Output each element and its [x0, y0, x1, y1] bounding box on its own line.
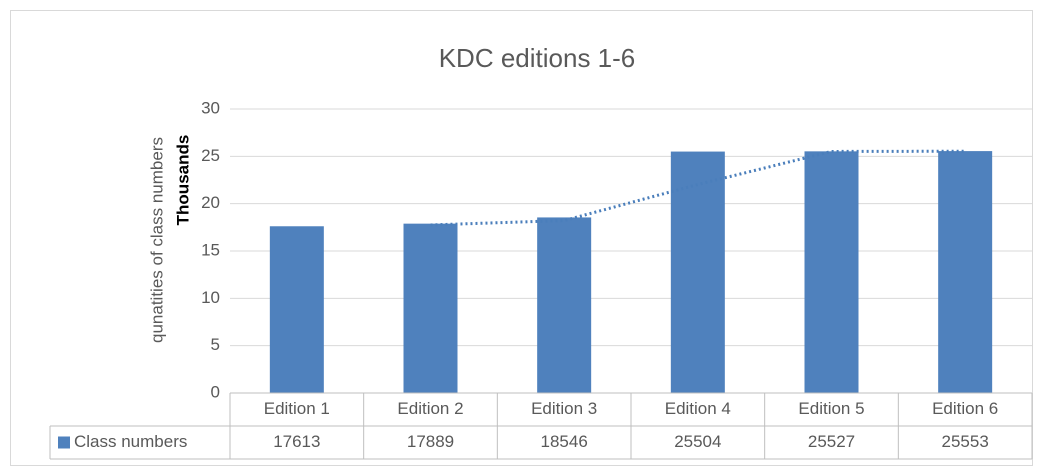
chart-title: KDC editions 1-6 — [439, 43, 636, 73]
table-value: 25527 — [808, 432, 855, 451]
y-tick-label: 5 — [211, 335, 220, 354]
y-tick-label: 20 — [201, 193, 220, 212]
bar — [403, 223, 458, 393]
x-tick-label: Edition 3 — [531, 399, 597, 418]
table-value: 18546 — [541, 432, 588, 451]
x-tick-label: Edition 2 — [397, 399, 463, 418]
display-unit: Thousands — [173, 135, 192, 226]
bar — [670, 151, 725, 393]
table-value: 25553 — [942, 432, 989, 451]
y-tick-label: 10 — [201, 288, 220, 307]
bar — [537, 217, 592, 393]
legend-label: Class numbers — [74, 432, 187, 451]
x-tick-label: Edition 1 — [264, 399, 330, 418]
x-tick-label: Edition 4 — [665, 399, 731, 418]
y-tick-label: 25 — [201, 146, 220, 165]
y-axis-label: qunatities of class numbers — [147, 137, 166, 343]
bar — [269, 226, 324, 393]
x-tick-label: Edition 6 — [932, 399, 998, 418]
bar — [804, 151, 859, 393]
y-tick-label: 30 — [201, 98, 220, 117]
chart-frame — [10, 10, 1033, 466]
y-tick-label: 15 — [201, 240, 220, 259]
y-tick-label: 0 — [211, 382, 220, 401]
x-tick-label: Edition 5 — [798, 399, 864, 418]
table-value: 17889 — [407, 432, 454, 451]
legend-swatch — [58, 436, 70, 449]
table-value: 25504 — [674, 432, 721, 451]
table-value: 17613 — [273, 432, 320, 451]
bar — [938, 151, 993, 393]
